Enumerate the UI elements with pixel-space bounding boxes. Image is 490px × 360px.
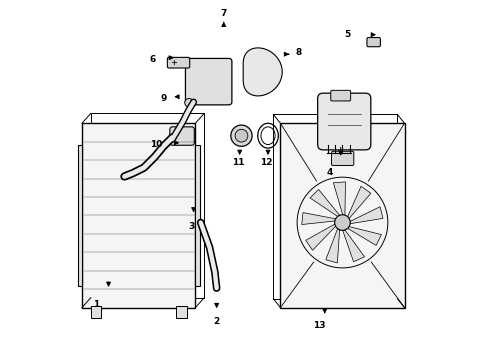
Bar	[82, 123, 196, 307]
FancyBboxPatch shape	[185, 58, 232, 105]
Text: 4: 4	[327, 168, 333, 177]
Text: 3: 3	[189, 221, 195, 230]
Text: 12: 12	[260, 158, 272, 167]
Polygon shape	[326, 229, 340, 263]
Circle shape	[235, 129, 248, 142]
Text: 9: 9	[160, 94, 167, 103]
Text: 1: 1	[93, 300, 99, 309]
Circle shape	[335, 215, 350, 230]
FancyBboxPatch shape	[367, 37, 380, 47]
Text: 13: 13	[313, 321, 326, 330]
Polygon shape	[347, 226, 381, 246]
Circle shape	[231, 125, 252, 146]
Polygon shape	[333, 182, 345, 215]
Polygon shape	[310, 189, 340, 216]
Polygon shape	[350, 207, 383, 224]
Text: 6: 6	[150, 55, 156, 64]
FancyBboxPatch shape	[168, 57, 190, 68]
Text: 8: 8	[295, 48, 301, 57]
Polygon shape	[306, 224, 336, 250]
Bar	[280, 123, 405, 307]
FancyBboxPatch shape	[318, 93, 371, 150]
Bar	[78, 145, 82, 286]
Text: 5: 5	[344, 30, 351, 39]
Bar	[91, 306, 101, 318]
FancyBboxPatch shape	[170, 127, 195, 145]
Polygon shape	[347, 186, 371, 219]
Bar	[195, 145, 199, 286]
Polygon shape	[302, 212, 336, 225]
Bar	[91, 113, 204, 298]
Polygon shape	[243, 48, 282, 96]
Bar	[273, 114, 397, 299]
Bar	[176, 306, 187, 318]
Polygon shape	[343, 230, 365, 262]
FancyBboxPatch shape	[331, 90, 351, 101]
Text: 11: 11	[232, 158, 244, 167]
FancyBboxPatch shape	[331, 151, 354, 166]
Circle shape	[185, 99, 193, 107]
Text: 10: 10	[150, 140, 163, 149]
Text: 7: 7	[220, 9, 227, 18]
Text: 2: 2	[214, 317, 220, 326]
